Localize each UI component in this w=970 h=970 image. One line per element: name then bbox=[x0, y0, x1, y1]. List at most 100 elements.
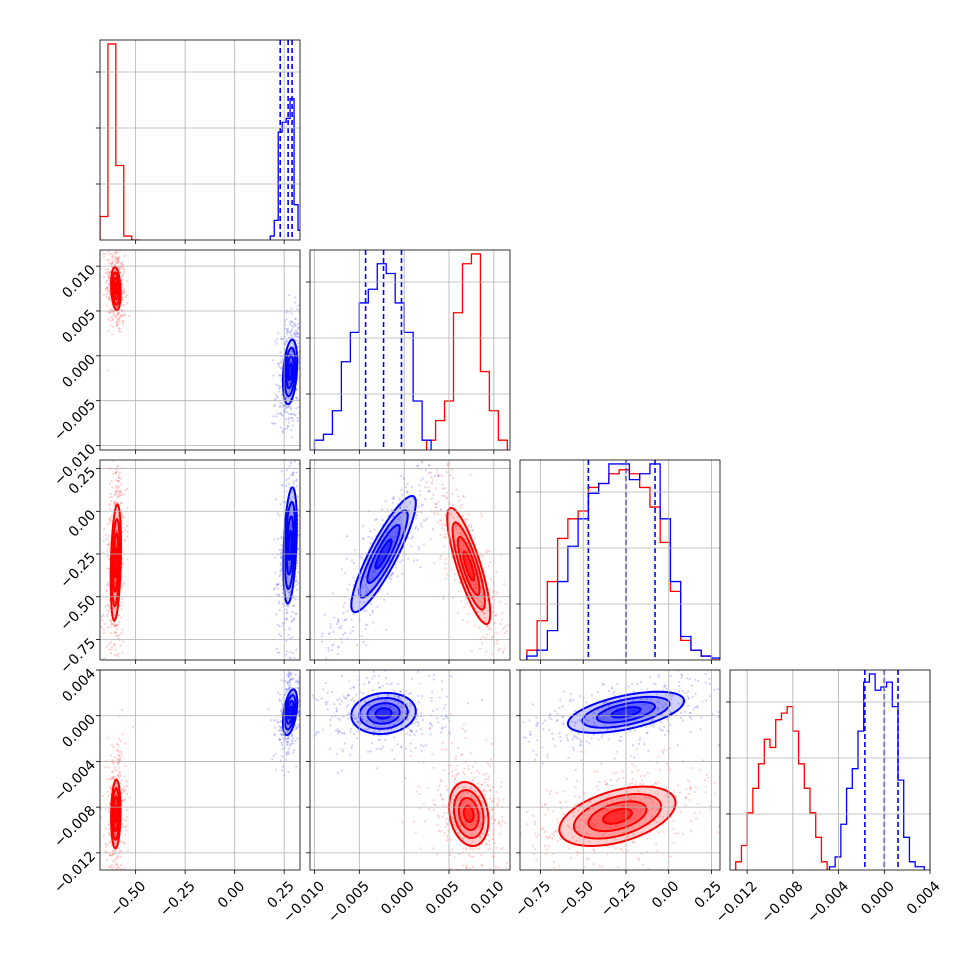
sample-point bbox=[501, 815, 504, 818]
sample-point bbox=[109, 307, 112, 310]
sample-point bbox=[349, 753, 352, 756]
sample-point bbox=[409, 742, 412, 745]
sample-point bbox=[287, 416, 290, 419]
sample-point bbox=[448, 732, 452, 735]
sample-point bbox=[716, 688, 719, 691]
sample-point bbox=[111, 759, 114, 762]
sample-point bbox=[396, 695, 399, 698]
sample-point bbox=[610, 800, 613, 803]
sample-point bbox=[606, 809, 609, 812]
sample-point bbox=[111, 852, 115, 855]
sample-point bbox=[284, 693, 287, 696]
sample-point bbox=[274, 397, 277, 400]
sample-point bbox=[487, 784, 490, 788]
sample-point bbox=[471, 779, 474, 782]
sample-point bbox=[382, 720, 385, 723]
sample-point bbox=[344, 697, 348, 700]
sample-point bbox=[380, 719, 383, 722]
sample-point bbox=[513, 887, 515, 889]
contour-red bbox=[111, 787, 121, 841]
sample-point bbox=[296, 737, 299, 740]
sample-point bbox=[342, 732, 345, 735]
sample-point bbox=[424, 519, 428, 522]
sample-point bbox=[123, 342, 125, 344]
sample-point bbox=[428, 490, 431, 493]
sample-point bbox=[114, 255, 117, 259]
sample-point bbox=[480, 675, 482, 677]
sample-point bbox=[647, 750, 650, 753]
sample-point bbox=[406, 727, 409, 730]
sample-point bbox=[414, 831, 417, 834]
sample-point bbox=[107, 609, 111, 613]
sample-point bbox=[327, 689, 329, 691]
sample-point bbox=[302, 513, 304, 515]
sample-point bbox=[527, 740, 530, 743]
sample-point bbox=[415, 514, 418, 517]
sample-point bbox=[117, 763, 120, 766]
sample-point bbox=[656, 808, 660, 811]
sample-point bbox=[695, 706, 699, 709]
sample-point bbox=[570, 720, 573, 723]
sample-point bbox=[289, 320, 292, 323]
sample-point bbox=[280, 362, 283, 365]
sample-point bbox=[287, 770, 290, 773]
sample-point bbox=[733, 788, 735, 790]
sample-point bbox=[121, 651, 124, 654]
sample-point bbox=[289, 498, 293, 501]
sample-point bbox=[107, 290, 110, 293]
contour-red bbox=[112, 532, 120, 593]
y-tick-label: 0.010 bbox=[59, 262, 99, 302]
sample-point bbox=[690, 767, 693, 770]
sample-point bbox=[466, 541, 469, 544]
sample-point bbox=[470, 650, 474, 653]
sample-point bbox=[301, 471, 303, 473]
sample-point bbox=[102, 539, 105, 543]
x-tick-label: 0.010 bbox=[468, 878, 508, 918]
sample-point bbox=[292, 751, 295, 754]
sample-point bbox=[117, 330, 120, 333]
sample-point bbox=[302, 361, 304, 363]
sample-point bbox=[445, 695, 448, 698]
sample-point bbox=[651, 883, 653, 885]
sample-point bbox=[470, 771, 473, 775]
sample-point bbox=[298, 350, 300, 353]
sample-point bbox=[117, 318, 120, 321]
sample-point bbox=[677, 685, 680, 688]
sample-point bbox=[106, 613, 109, 616]
sample-point bbox=[542, 728, 545, 731]
sample-point bbox=[394, 711, 397, 714]
sample-point bbox=[510, 657, 512, 659]
sample-point bbox=[378, 674, 381, 677]
sample-point bbox=[117, 737, 120, 741]
sample-point bbox=[614, 847, 617, 850]
y-tick-label: 0.00 bbox=[66, 507, 99, 540]
sample-point bbox=[469, 473, 472, 476]
sample-point bbox=[104, 281, 108, 284]
sample-point bbox=[295, 331, 298, 334]
sample-point bbox=[467, 838, 470, 841]
sample-point bbox=[292, 325, 295, 329]
sample-point bbox=[439, 830, 442, 833]
sample-point bbox=[379, 738, 382, 741]
sample-point bbox=[590, 694, 594, 697]
sample-point bbox=[301, 569, 303, 571]
sample-point bbox=[577, 719, 580, 722]
sample-point bbox=[420, 460, 423, 463]
panel-content bbox=[100, 342, 304, 660]
sample-point bbox=[290, 678, 293, 681]
sample-point bbox=[272, 719, 276, 722]
sample-point bbox=[111, 887, 113, 889]
sample-point bbox=[572, 814, 575, 818]
sample-point bbox=[285, 318, 288, 321]
sample-point bbox=[698, 768, 701, 771]
sample-point bbox=[371, 689, 374, 692]
sample-point bbox=[506, 741, 508, 743]
contour-blue bbox=[366, 523, 401, 585]
sample-point bbox=[443, 529, 446, 532]
sample-point bbox=[535, 835, 538, 839]
sample-point bbox=[298, 336, 300, 339]
sample-point bbox=[273, 538, 276, 541]
sample-point bbox=[315, 733, 318, 736]
sample-point bbox=[107, 276, 110, 279]
x-tick-label: 0.000 bbox=[858, 878, 898, 918]
